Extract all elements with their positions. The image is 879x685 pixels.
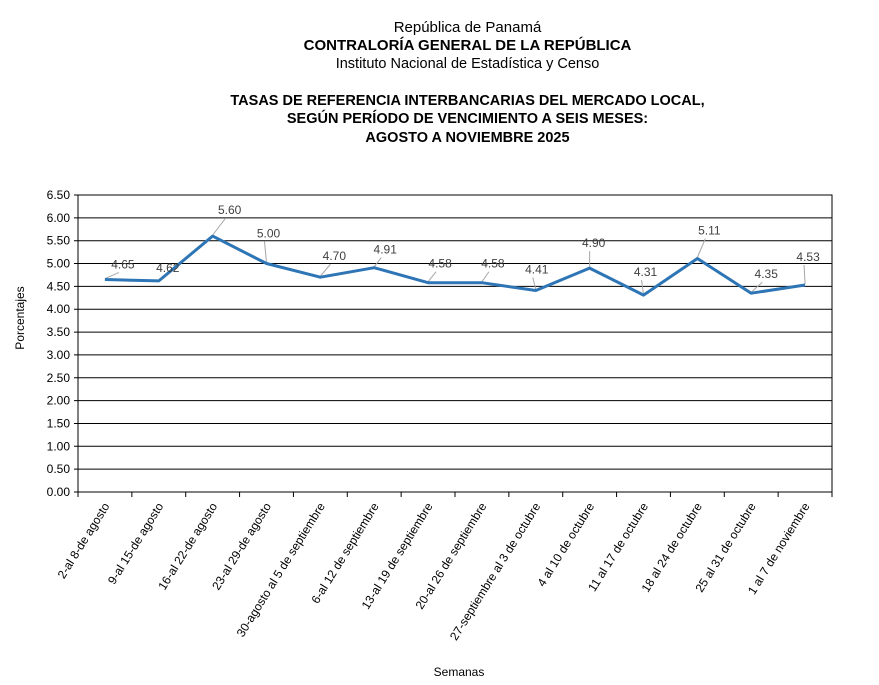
y-tick-label: 1.00 xyxy=(47,439,71,453)
label-leader-line xyxy=(481,271,490,283)
data-labels: 4.65 4.62 5.60 5.00 4.70 4.91 4.58 4.58 4.41 4.90… xyxy=(111,203,820,281)
x-tick-label: 2-al 8-de agosto xyxy=(55,500,113,581)
chart-title-line-1: TASAS DE REFERENCIA INTERBANCARIAS DEL M… xyxy=(230,93,705,109)
label-leader-line xyxy=(532,277,537,290)
y-axis-ticks: 0.00 0.50 1.00 1.50 2.00 2.50 3.00 3.50 4.00 4.50… xyxy=(47,188,71,499)
institute-name: Instituto Nacional de Estadística y Cens… xyxy=(335,56,600,72)
y-tick-label: 5.00 xyxy=(47,257,71,271)
data-label: 4.58 xyxy=(481,257,505,271)
x-tick-label: 30-agosto al 5 de septiembre xyxy=(234,500,328,640)
data-label: 4.91 xyxy=(374,243,398,257)
agency-name: CONTRALORÍA GENERAL DE LA REPÚBLICA xyxy=(303,37,632,54)
label-leader-line xyxy=(750,281,763,293)
x-tick-label: 18 al 24 de octubre xyxy=(639,500,705,595)
y-tick-label: 0.00 xyxy=(47,485,71,499)
x-tick-label: 4 al 10 de octubre xyxy=(534,500,597,589)
y-tick-label: 1.50 xyxy=(47,416,71,430)
x-tick-label: 11 al 17 de octubre xyxy=(585,500,651,594)
data-label: 4.58 xyxy=(428,257,452,271)
data-label: 4.62 xyxy=(156,261,180,275)
data-label: 4.65 xyxy=(111,258,135,272)
y-tick-label: 3.50 xyxy=(47,325,71,339)
x-tick-label: 25 al 31 de octubre xyxy=(692,500,758,595)
x-tick-label: 16-al 22-de agosto xyxy=(155,500,220,593)
x-tick-label: 9-al 15-de agosto xyxy=(105,500,167,587)
label-leader-line xyxy=(641,279,644,295)
series-line xyxy=(104,234,806,297)
data-label: 4.90 xyxy=(582,236,606,250)
data-label: 4.41 xyxy=(525,262,549,276)
data-label: 5.00 xyxy=(257,227,281,241)
data-label: 4.31 xyxy=(634,265,658,279)
chart-title-line-2: SEGÚN PERÍODO DE VENCIMIENTO A SEIS MESE… xyxy=(286,111,649,127)
gridlines xyxy=(74,194,833,493)
chart-title-line-3: AGOSTO A NOVIEMBRE 2025 xyxy=(365,130,570,146)
x-tick-label: 23-al 29-de agosto xyxy=(209,500,274,593)
y-tick-label: 2.50 xyxy=(47,371,71,385)
y-tick-label: 3.00 xyxy=(47,348,71,362)
y-axis-label: Porcentajes xyxy=(13,286,27,349)
x-tick-label: 1 al 7 de noviembre xyxy=(745,500,813,597)
label-leader-lines xyxy=(104,217,806,295)
x-axis-label: Semanas xyxy=(434,665,485,679)
label-leader-line xyxy=(373,257,382,267)
label-leader-line xyxy=(212,217,227,236)
y-tick-label: 6.50 xyxy=(47,188,71,202)
label-leader-line xyxy=(319,263,331,277)
label-leader-line xyxy=(427,271,437,283)
data-label: 4.53 xyxy=(796,250,820,264)
data-label: 4.70 xyxy=(323,249,347,263)
data-label: 5.60 xyxy=(218,203,242,217)
country-name: República de Panamá xyxy=(393,19,542,36)
x-tick-label: 27-septiembre al 3 de octubre xyxy=(447,500,544,643)
label-leader-line xyxy=(104,272,120,279)
data-label: 4.35 xyxy=(755,267,779,281)
y-tick-label: 0.50 xyxy=(47,462,71,476)
plot-area-frame xyxy=(77,194,833,493)
y-tick-label: 5.50 xyxy=(47,234,71,248)
label-leader-line xyxy=(696,238,706,258)
label-leader-line xyxy=(264,241,267,263)
y-tick-label: 6.00 xyxy=(47,211,71,225)
y-tick-label: 4.00 xyxy=(47,302,71,316)
label-leader-line xyxy=(803,264,806,285)
y-tick-label: 4.50 xyxy=(47,279,71,293)
data-label: 5.11 xyxy=(698,224,721,238)
y-tick-label: 2.00 xyxy=(47,394,71,408)
